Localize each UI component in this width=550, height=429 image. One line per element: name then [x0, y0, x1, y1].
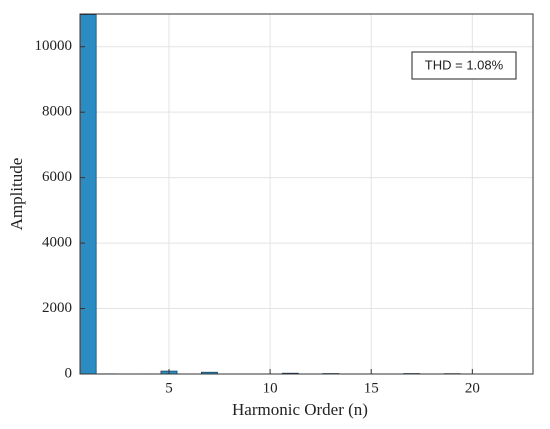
y-axis-label: Amplitude	[7, 158, 26, 231]
bar	[79, 14, 97, 375]
y-tick-label: 4000	[42, 235, 72, 251]
y-tick-label: 8000	[42, 104, 72, 120]
x-axis-label: Harmonic Order (n)	[232, 400, 368, 419]
y-tick-label: 0	[65, 365, 73, 381]
x-tick-label: 5	[165, 380, 173, 396]
x-tick-label: 20	[465, 380, 480, 396]
annotation-box	[411, 51, 517, 80]
annotation: THD = 1.08%	[425, 57, 504, 72]
y-tick-label: 2000	[42, 300, 72, 316]
y-tick-label: 10000	[35, 38, 73, 54]
x-tick-label: 10	[263, 380, 278, 396]
x-tick-label: 15	[364, 380, 379, 396]
axes-box	[79, 13, 534, 375]
y-tick-label: 6000	[42, 169, 72, 185]
